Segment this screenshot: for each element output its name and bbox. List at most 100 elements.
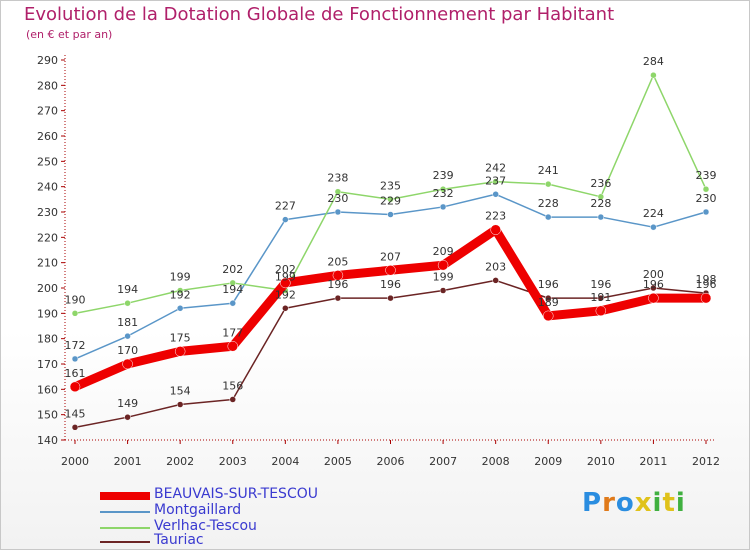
data-label: 194 xyxy=(222,283,243,296)
data-point xyxy=(545,294,552,302)
data-point xyxy=(650,71,657,79)
data-label: 190 xyxy=(65,293,86,306)
data-point xyxy=(174,346,186,357)
x-tick-label: 2002 xyxy=(166,455,194,468)
data-point xyxy=(334,208,342,216)
data-point xyxy=(597,193,605,201)
logo-letter: i xyxy=(675,488,686,518)
y-tick-label: 190 xyxy=(37,307,58,320)
logo-letter: P xyxy=(582,488,603,518)
legend-swatch-verlhac xyxy=(100,527,150,529)
data-point xyxy=(597,213,605,221)
data-label: 200 xyxy=(643,268,664,281)
data-label: 239 xyxy=(433,169,454,182)
data-label: 156 xyxy=(222,379,243,392)
x-tick-label: 2011 xyxy=(639,455,667,468)
data-label: 199 xyxy=(170,271,191,284)
x-tick-label: 2003 xyxy=(219,455,247,468)
data-point xyxy=(229,396,236,403)
y-tick-label: 250 xyxy=(37,155,58,168)
legend-swatch-tauriac xyxy=(100,541,150,543)
y-tick-label: 260 xyxy=(37,130,58,143)
data-point xyxy=(280,277,291,289)
data-point xyxy=(227,341,238,352)
data-label: 205 xyxy=(327,255,348,268)
proxiti-logo: Proxiti xyxy=(582,488,686,518)
data-point xyxy=(124,299,131,307)
data-label: 196 xyxy=(590,278,611,291)
data-label: 241 xyxy=(538,164,559,177)
y-tick-label: 170 xyxy=(37,358,58,371)
x-tick-label: 2007 xyxy=(429,455,457,468)
data-point xyxy=(595,305,607,317)
data-label: 189 xyxy=(538,296,559,309)
data-label: 191 xyxy=(590,291,611,304)
data-point xyxy=(176,287,184,294)
data-point xyxy=(387,294,394,302)
data-label: 202 xyxy=(275,263,296,276)
x-tick-label: 2004 xyxy=(271,455,299,468)
legend-swatch-beauvais xyxy=(100,492,150,500)
data-point xyxy=(492,191,499,198)
data-point xyxy=(492,178,499,185)
data-point xyxy=(492,277,499,284)
y-tick-label: 160 xyxy=(37,383,58,396)
data-label: 228 xyxy=(590,197,611,210)
data-label: 196 xyxy=(380,278,401,291)
y-tick-label: 290 xyxy=(37,54,58,67)
data-point xyxy=(650,284,657,292)
data-point xyxy=(124,413,131,421)
data-label: 224 xyxy=(643,207,664,220)
legend-label-beauvais: BEAUVAIS-SUR-TESCOU xyxy=(154,486,318,502)
x-tick-label: 2012 xyxy=(692,455,720,468)
data-label: 192 xyxy=(170,288,191,301)
data-label: 284 xyxy=(643,55,664,68)
logo-letter: i xyxy=(652,488,663,518)
data-label: 235 xyxy=(380,179,401,192)
y-tick-label: 180 xyxy=(37,333,58,346)
data-label: 199 xyxy=(433,271,454,284)
legend-label-montgaillard: Montgaillard xyxy=(154,502,242,518)
data-label: 170 xyxy=(117,344,138,357)
data-point xyxy=(543,310,554,322)
y-tick-label: 140 xyxy=(37,434,58,447)
data-point xyxy=(437,259,449,271)
x-tick-label: 2008 xyxy=(482,455,510,468)
data-point xyxy=(334,188,342,195)
x-tick-label: 2000 xyxy=(61,455,89,468)
y-tick-label: 150 xyxy=(37,409,58,422)
data-point xyxy=(71,424,79,431)
chart-title: Evolution de la Dotation Globale de Fonc… xyxy=(24,4,615,25)
data-label: 228 xyxy=(538,197,559,210)
y-tick-label: 280 xyxy=(37,79,58,92)
data-label: 202 xyxy=(222,263,243,276)
data-point xyxy=(439,203,447,211)
legend-label-tauriac: Tauriac xyxy=(154,532,204,548)
data-label: 145 xyxy=(65,407,86,420)
data-label: 239 xyxy=(696,169,717,182)
data-point xyxy=(439,287,447,294)
logo-letter: t xyxy=(662,488,676,518)
data-point xyxy=(282,216,289,223)
data-point xyxy=(176,401,184,408)
x-tick-label: 2009 xyxy=(534,455,562,468)
data-point xyxy=(439,185,447,193)
logo-letter: o xyxy=(615,488,635,518)
legend-swatch-montgaillard xyxy=(100,511,150,513)
data-point xyxy=(702,208,710,216)
data-label: 172 xyxy=(65,339,86,352)
data-point xyxy=(176,305,184,312)
x-tick-label: 2001 xyxy=(114,455,142,468)
data-point xyxy=(597,294,605,302)
data-label: 175 xyxy=(170,331,191,344)
data-point xyxy=(332,270,344,281)
data-label: 194 xyxy=(117,283,138,296)
data-label: 154 xyxy=(170,385,191,398)
data-point xyxy=(545,180,552,188)
data-point xyxy=(490,224,501,235)
data-point xyxy=(650,223,657,231)
logo-letter: r xyxy=(602,488,616,518)
data-label: 238 xyxy=(327,172,348,185)
data-point xyxy=(69,381,81,393)
